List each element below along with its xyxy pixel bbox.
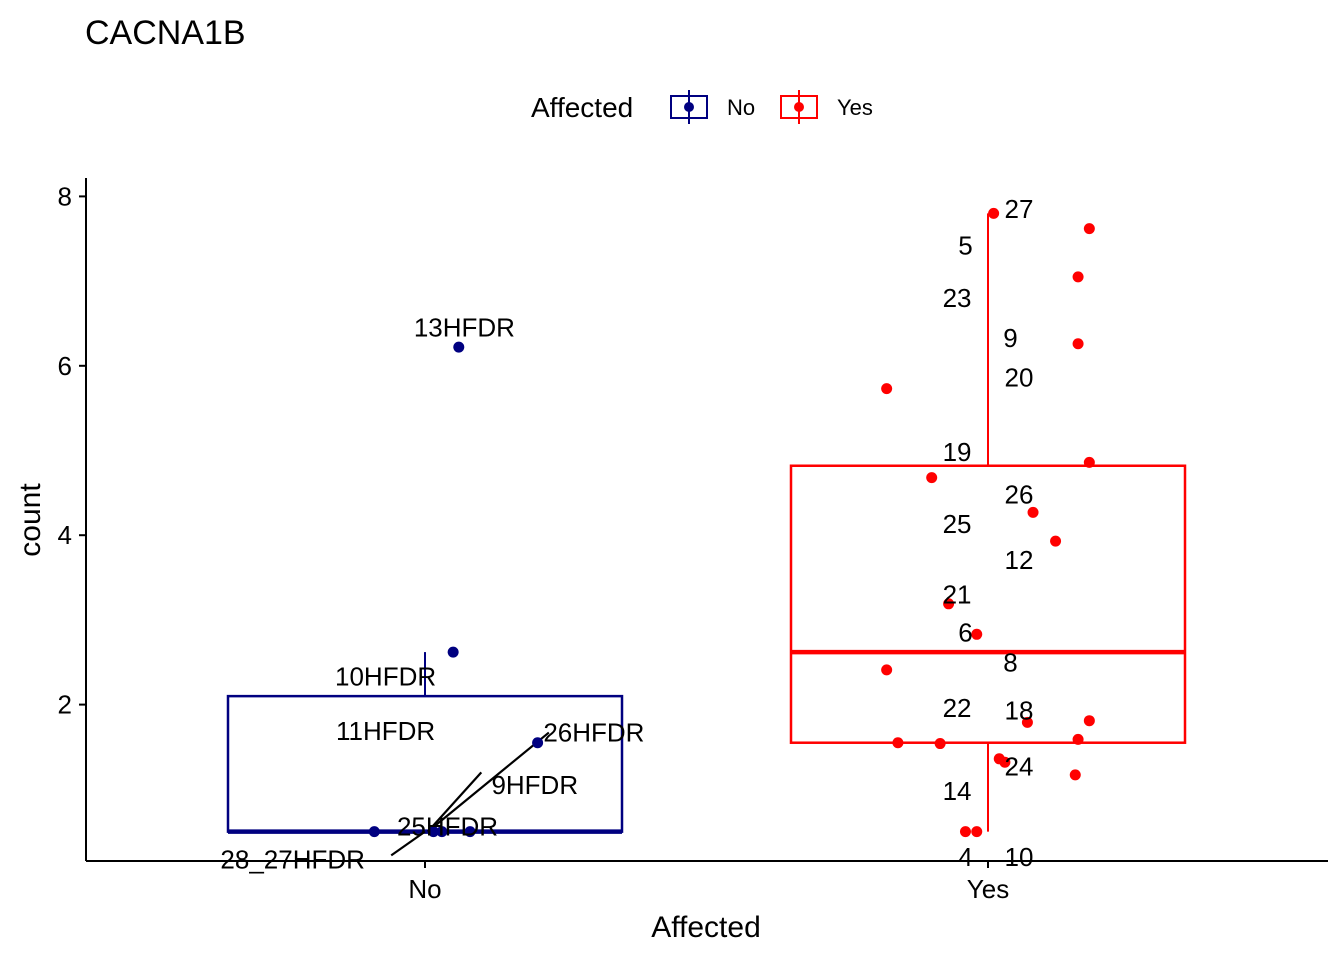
point-label: 26HFDR — [543, 718, 644, 748]
chart-title: CACNA1B — [85, 14, 246, 52]
data-point — [368, 826, 380, 838]
data-point — [943, 598, 955, 610]
point-label: 18 — [1005, 696, 1034, 726]
x-tick-label: Yes — [967, 874, 1009, 904]
data-point — [1069, 769, 1081, 781]
label-connector — [390, 830, 426, 857]
legend-key-no — [670, 90, 708, 124]
data-point — [881, 664, 893, 676]
box-body — [789, 464, 1187, 744]
data-point — [1072, 733, 1084, 745]
data-point — [971, 628, 983, 640]
data-point — [999, 756, 1011, 768]
y-tick-label: 6 — [58, 351, 72, 381]
data-point — [971, 826, 983, 838]
y-tick-label: 8 — [58, 181, 72, 211]
legend-label-yes: Yes — [837, 95, 873, 120]
data-point — [1050, 535, 1062, 547]
y-tick-label: 2 — [58, 690, 72, 720]
point-label: 20 — [1005, 363, 1034, 393]
point-label: 6 — [958, 618, 972, 648]
label-connectors — [390, 731, 550, 857]
data-point — [1072, 338, 1084, 350]
points — [368, 207, 1095, 838]
point-label: 14 — [943, 776, 972, 806]
point-label: 19 — [943, 437, 972, 467]
data-point — [892, 737, 904, 749]
point-label: 9 — [1003, 323, 1017, 353]
point-label: 26 — [1005, 480, 1034, 510]
data-point — [427, 826, 439, 838]
point-label: 27 — [1005, 194, 1034, 224]
axes — [85, 178, 1328, 862]
data-point — [988, 207, 1000, 219]
point-labels: 13HFDR 10HFDR 11HFDR 26HFDR 9HFDR 25HFDR 28_27… — [220, 194, 1033, 874]
data-point — [532, 737, 544, 749]
data-point — [934, 738, 946, 750]
data-point — [453, 341, 465, 353]
point-label: 21 — [943, 579, 972, 609]
data-point — [1083, 456, 1095, 468]
legend-label-no: No — [727, 95, 755, 120]
label-connector — [427, 731, 550, 833]
label-connector — [426, 771, 483, 833]
data-point — [881, 383, 893, 395]
legend: Affected No Yes — [531, 90, 873, 124]
data-point — [959, 826, 971, 838]
point-label: 10HFDR — [335, 662, 436, 692]
point-label: 22 — [943, 693, 972, 723]
point-label: 23 — [943, 283, 972, 313]
point-label: 28_27HFDR — [220, 845, 365, 875]
point-label: 8 — [1003, 647, 1017, 677]
data-point — [1021, 716, 1033, 728]
legend-title: Affected — [531, 92, 633, 123]
data-point — [1072, 271, 1084, 283]
y-axis-title: count — [14, 483, 47, 557]
point-label: 9HFDR — [491, 770, 578, 800]
data-point — [1083, 223, 1095, 235]
data-point — [464, 826, 476, 838]
data-point — [1027, 506, 1039, 518]
ticks: 2 4 6 8 No Yes — [58, 181, 1010, 904]
data-point — [447, 646, 459, 658]
point-label: 5 — [958, 231, 972, 261]
legend-key-yes — [780, 90, 818, 124]
point-label: 24 — [1005, 751, 1034, 781]
point-label: 25HFDR — [397, 812, 498, 842]
x-tick-label: No — [408, 874, 441, 904]
point-label: 11HFDR — [336, 716, 435, 746]
point-label: 4 — [958, 842, 972, 872]
data-point — [1083, 715, 1095, 727]
point-label: 12 — [1005, 545, 1034, 575]
point-label: 10 — [1005, 842, 1034, 872]
x-axis-title: Affected — [651, 911, 761, 944]
point-label: 13HFDR — [414, 313, 515, 343]
point-label: 25 — [943, 509, 972, 539]
data-point — [436, 826, 448, 838]
y-tick-label: 4 — [58, 520, 72, 550]
data-point — [926, 472, 938, 484]
